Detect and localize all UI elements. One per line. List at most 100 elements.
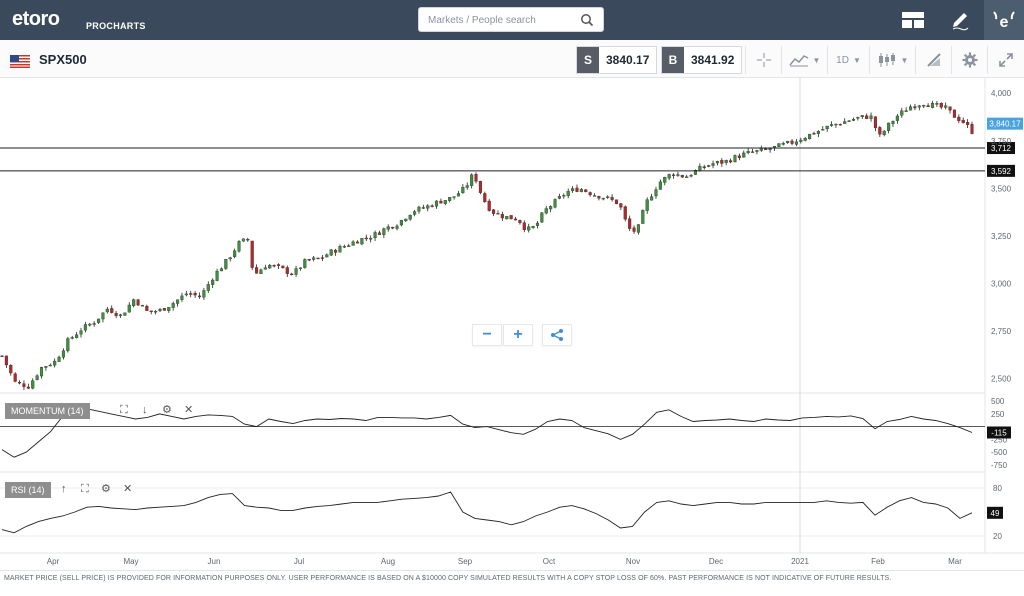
candle-style-button[interactable]: ▼ [869, 46, 915, 74]
us-flag-icon [10, 55, 30, 68]
etoro-e-icon[interactable]: e [984, 0, 1024, 40]
candle-body [250, 240, 254, 268]
crosshair-button[interactable] [745, 46, 781, 74]
close-icon[interactable]: ✕ [184, 404, 194, 416]
candle-body [645, 199, 649, 211]
candle-body [18, 381, 22, 384]
candle-body [75, 334, 79, 339]
rsi-line [1, 491, 973, 534]
candle-body [307, 259, 311, 261]
close-icon[interactable]: ✕ [123, 483, 133, 495]
rsi-tick: 20 [993, 532, 1002, 541]
candle-body [948, 106, 952, 111]
candle-body [513, 218, 518, 221]
candle-body [799, 139, 803, 142]
fullscreen-button[interactable] [987, 46, 1024, 74]
candle-body [193, 292, 197, 296]
settings-button[interactable] [951, 46, 987, 74]
candle-body [786, 141, 790, 143]
candle-body [834, 123, 838, 126]
candle-body [105, 308, 109, 313]
zoom-in-button[interactable]: + [503, 324, 533, 346]
candle-body [408, 214, 412, 220]
candle-body [140, 305, 145, 307]
candle-body [53, 360, 57, 366]
candle-body [211, 279, 215, 285]
candle-body [219, 268, 224, 272]
etoro-logo[interactable]: etoro [12, 8, 60, 30]
candle-body [281, 265, 285, 269]
candle-body [667, 174, 671, 179]
zoom-out-button[interactable]: − [472, 324, 502, 346]
share-button[interactable] [542, 324, 572, 346]
candle-body [61, 350, 65, 358]
candle-body [417, 206, 421, 212]
pencil-icon[interactable] [940, 0, 980, 40]
candle-body [162, 308, 166, 311]
candle-body [540, 212, 544, 223]
gear-icon[interactable]: ⚙ [162, 404, 172, 416]
procharts-label: PROCHARTS [86, 21, 146, 31]
candle-body [544, 208, 548, 214]
timeframe-button[interactable]: 1D ▼ [827, 46, 869, 74]
candle-body [610, 197, 614, 200]
x-axis-tick: Aug [381, 557, 395, 566]
x-axis-tick: 2021 [791, 557, 809, 566]
candle-body [873, 116, 877, 129]
search-icon[interactable] [580, 13, 594, 27]
arrow-up-icon[interactable]: ↑ [61, 483, 67, 495]
candle-body [711, 163, 715, 166]
candle-body [180, 295, 184, 300]
y-axis-tick: 3,500 [991, 184, 1012, 193]
candle-body [483, 193, 487, 203]
candle-body [509, 215, 513, 220]
horizontal-line-label: 3,592 [991, 167, 1012, 176]
candle-body [913, 106, 917, 109]
sell-price-box[interactable]: S 3840.17 [576, 46, 658, 74]
candle-body [224, 259, 228, 269]
search-box[interactable] [418, 7, 604, 32]
buy-price-box[interactable]: B 3841.92 [661, 46, 743, 74]
candle-body [764, 148, 768, 151]
candle-body [742, 152, 746, 158]
candle-body [579, 189, 583, 192]
candle-body [0, 355, 4, 357]
candle-body [592, 195, 597, 197]
candle-body [676, 174, 680, 176]
gear-icon[interactable]: ⚙ [101, 483, 111, 495]
rsi-indicator-label[interactable]: RSI (14) [5, 482, 51, 498]
candle-body [48, 364, 52, 367]
candle-body [623, 206, 627, 220]
candle-body [294, 268, 298, 275]
candle-body [373, 232, 377, 239]
candle-body [136, 299, 140, 306]
horizontal-line-badge [987, 164, 1015, 177]
candlestick-icon [878, 53, 895, 67]
candle-body [9, 365, 13, 374]
chart-type-button[interactable]: ▼ [781, 46, 827, 74]
x-axis-tick: Mar [948, 557, 962, 566]
drawing-tools-button[interactable] [915, 46, 951, 74]
arrow-down-icon[interactable]: ↓ [142, 404, 148, 416]
price-chart[interactable]: 3,712 3,592 3,840.17 4,000 3,750 3,500 3,250 3… [0, 78, 1024, 570]
candle-body [246, 239, 250, 241]
candle-body [114, 313, 118, 316]
candle-body [290, 273, 294, 276]
expand-icon[interactable]: ⛶ [120, 404, 128, 416]
candle-body [149, 310, 153, 313]
candle-body [790, 140, 794, 144]
x-axis-tick: Nov [626, 557, 640, 566]
candle-body [794, 141, 798, 145]
candle-body [768, 148, 772, 150]
candle-body [966, 122, 970, 125]
current-price-badge [987, 117, 1023, 130]
layout-icon[interactable] [893, 0, 933, 40]
candle-body [808, 133, 812, 140]
expand-icon[interactable]: ⛶ [81, 483, 89, 495]
momentum-indicator-label[interactable]: MOMENTUM (14) [5, 403, 90, 419]
top-header: etoro PROCHARTS e [0, 0, 1024, 40]
candle-body [887, 122, 891, 131]
search-input[interactable] [428, 12, 578, 28]
chevron-down-icon: ▼ [812, 55, 821, 65]
candle-body [39, 367, 44, 377]
